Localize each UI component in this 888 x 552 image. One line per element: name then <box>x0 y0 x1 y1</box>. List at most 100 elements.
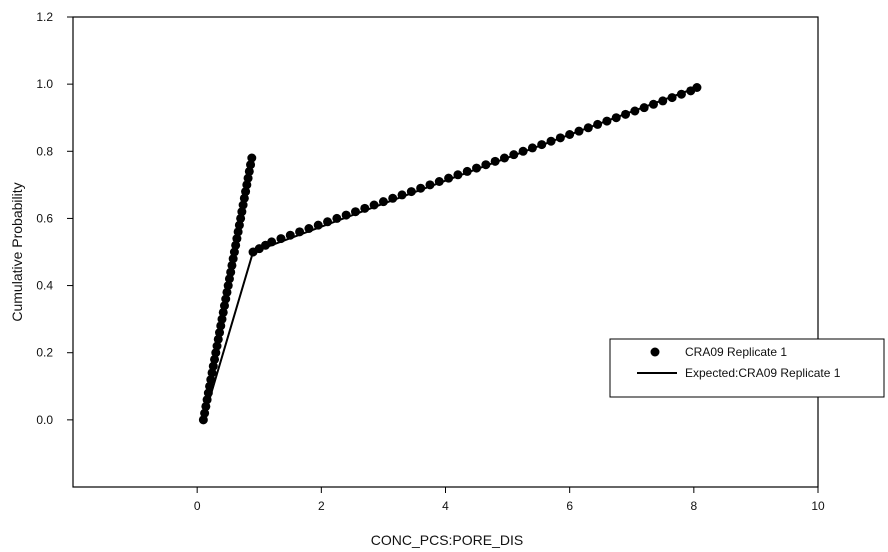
data-point <box>205 381 215 391</box>
data-point <box>222 287 232 297</box>
data-point <box>323 217 333 227</box>
data-point <box>231 240 241 250</box>
data-point <box>658 96 668 106</box>
data-point <box>602 116 612 126</box>
data-point <box>304 224 314 233</box>
y-tick-label: 1.2 <box>36 10 53 24</box>
data-point <box>234 220 244 230</box>
y-tick-label: 0.6 <box>36 211 53 225</box>
data-point <box>212 341 222 351</box>
data-point <box>242 180 252 190</box>
data-point <box>555 133 565 143</box>
data-point <box>218 307 228 317</box>
data-point <box>224 274 234 284</box>
data-point <box>238 200 248 210</box>
data-point <box>228 254 238 264</box>
data-point <box>243 173 253 183</box>
data-point <box>207 368 217 378</box>
x-tick-label: 6 <box>566 499 573 513</box>
data-point <box>676 89 686 99</box>
data-point <box>217 314 227 324</box>
y-tick-label: 0.2 <box>36 346 53 360</box>
data-point <box>267 237 277 247</box>
data-point <box>202 395 212 405</box>
data-point <box>200 408 210 418</box>
data-point <box>537 140 547 150</box>
data-point <box>499 153 509 163</box>
data-point <box>490 156 500 166</box>
data-point <box>276 234 286 244</box>
data-point <box>350 207 360 217</box>
data-point <box>574 126 584 136</box>
data-point <box>444 173 454 183</box>
data-point <box>518 146 528 156</box>
data-point <box>219 301 229 311</box>
data-point <box>203 388 213 398</box>
x-tick-label: 4 <box>442 499 449 513</box>
data-point <box>667 93 677 103</box>
data-point <box>611 113 621 123</box>
data-point <box>285 230 295 240</box>
legend: CRA09 Replicate 1 Expected:CRA09 Replica… <box>609 338 885 398</box>
data-point <box>406 187 416 197</box>
legend-label-expected: Expected:CRA09 Replicate 1 <box>685 366 841 380</box>
data-point <box>621 109 631 119</box>
plot-area-frame <box>72 16 819 488</box>
data-point <box>360 203 370 213</box>
data-point <box>241 187 251 197</box>
data-point <box>481 160 491 170</box>
data-point <box>201 401 211 411</box>
data-point <box>247 153 257 163</box>
data-point <box>639 103 649 113</box>
data-point <box>313 220 323 230</box>
x-tick-label: 8 <box>690 499 697 513</box>
legend-label-observed: CRA09 Replicate 1 <box>685 345 787 359</box>
data-point <box>434 177 444 186</box>
data-point <box>527 143 537 153</box>
data-point <box>213 334 223 344</box>
data-point <box>425 180 435 190</box>
y-tick-label: 1.0 <box>36 77 53 91</box>
data-point <box>226 267 236 277</box>
data-point <box>369 200 379 210</box>
y-axis-title: Cumulative Probability <box>9 182 25 321</box>
x-axis-title: CONC_PCS:PORE_DIS <box>371 532 523 548</box>
data-point <box>593 119 603 129</box>
data-point <box>462 166 472 176</box>
data-point <box>221 294 231 304</box>
data-point <box>198 415 208 425</box>
data-point <box>509 150 519 160</box>
series-layer <box>198 83 702 425</box>
x-tick-label: 10 <box>811 499 825 513</box>
data-point <box>239 193 249 203</box>
data-point <box>453 170 463 180</box>
data-point <box>229 247 239 257</box>
y-tick-label: 0.4 <box>36 279 53 293</box>
data-point <box>648 99 658 109</box>
y-tick-label: 0.8 <box>36 144 53 158</box>
data-point <box>416 183 426 193</box>
data-point <box>546 136 556 146</box>
data-point <box>232 234 242 244</box>
data-point <box>583 123 593 133</box>
legend-marker-circle <box>650 347 660 357</box>
data-point <box>472 163 482 173</box>
data-point <box>244 166 254 176</box>
y-tick-label: 0.0 <box>36 413 53 427</box>
ticks-layer: 0 2 4 6 8 10 0.0 0.2 0.4 0.6 0.8 1.0 1.2 <box>36 10 825 513</box>
data-point <box>206 375 216 385</box>
data-point <box>246 160 256 170</box>
data-point <box>208 361 218 371</box>
x-tick-label: 0 <box>194 499 201 513</box>
data-point <box>630 106 640 116</box>
data-point <box>233 227 243 237</box>
x-tick-label: 2 <box>318 499 325 513</box>
data-point <box>211 348 221 358</box>
data-point <box>223 281 233 291</box>
data-point <box>692 83 702 92</box>
data-point <box>378 197 388 207</box>
data-point <box>397 190 407 200</box>
data-point <box>215 328 225 338</box>
data-point <box>388 193 398 203</box>
